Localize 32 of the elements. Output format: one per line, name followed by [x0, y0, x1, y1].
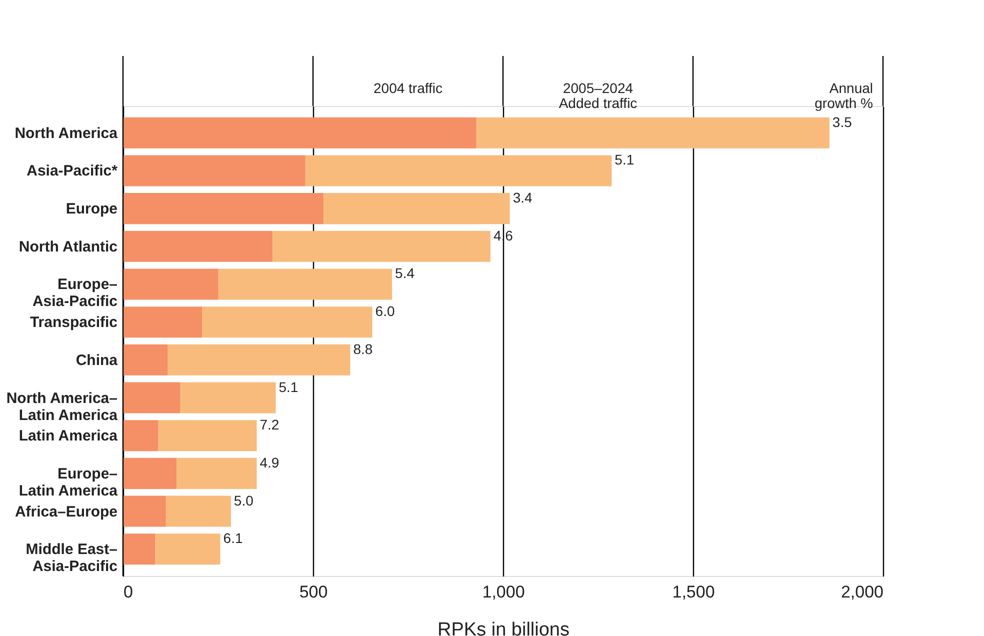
y-tick-label: North America– Latin America [6, 390, 118, 424]
annotation: 6.1 [223, 530, 243, 546]
y-tick-label: Africa–Europe [14, 503, 118, 520]
y-tick-label: Asia-Pacific* [26, 162, 118, 180]
x-tick-label: 1,000 [482, 582, 525, 602]
y-tick-label: Latin America [18, 428, 118, 445]
x-tick-label: 500 [299, 582, 328, 602]
annotation: 5.1 [278, 378, 298, 395]
y-tick-label: North Atlantic [18, 238, 118, 256]
text: 2004 traffic [373, 80, 443, 96]
annotation: 3.5 [832, 114, 852, 130]
y-tick-label: Europe [66, 200, 118, 218]
annotation: 8.8 [353, 340, 373, 357]
x-tick-label: 2,000 [840, 582, 884, 602]
y-tick-label: Transpacific [30, 314, 118, 332]
annotation: 3.4 [512, 190, 533, 206]
annotation: 6.0 [375, 303, 395, 320]
y-tick-label: China [76, 352, 118, 369]
y-tick-label: Middle East– Asia-Pacific [26, 541, 118, 576]
x-tick-label: 1,500 [672, 582, 715, 602]
annotation: 2005–2024 Added traffic [558, 80, 638, 111]
y-tick-label: North America [14, 124, 118, 142]
annotation: 5.0 [234, 492, 254, 508]
annotation: 4.9 [260, 454, 280, 470]
annotation: Annual growth % [814, 80, 873, 111]
x-tick-label: 0 [124, 582, 133, 602]
annotation: 5.1 [614, 152, 634, 168]
annotation: 5.4 [395, 265, 415, 282]
y-tick-label: Europe– Latin America [18, 465, 118, 500]
x-axis-title: RPKs in billions [438, 620, 570, 636]
annotation: 7.2 [260, 416, 280, 433]
y-tick-label: Europe– Asia-Pacific [32, 276, 118, 310]
